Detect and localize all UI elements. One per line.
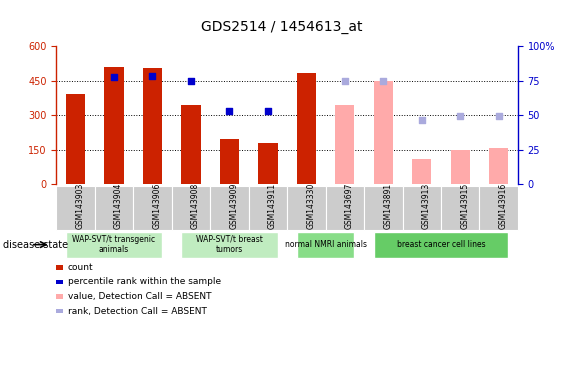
Text: breast cancer cell lines: breast cancer cell lines: [397, 240, 485, 249]
Text: GSM143904: GSM143904: [114, 182, 123, 229]
Text: GSM143330: GSM143330: [306, 182, 315, 229]
Bar: [297, 73, 316, 184]
Point: [494, 113, 503, 119]
Text: percentile rank within the sample: percentile rank within the sample: [68, 277, 221, 286]
Text: disease state: disease state: [3, 240, 68, 250]
Bar: [56, 309, 63, 313]
FancyBboxPatch shape: [441, 186, 480, 230]
Text: GSM143909: GSM143909: [230, 182, 238, 229]
FancyBboxPatch shape: [95, 186, 133, 230]
Bar: [66, 94, 85, 184]
Text: GSM143697: GSM143697: [345, 182, 354, 229]
Text: count: count: [68, 263, 93, 272]
FancyBboxPatch shape: [403, 186, 441, 230]
Bar: [56, 265, 63, 270]
Point: [455, 113, 464, 119]
Bar: [412, 159, 431, 184]
Point: [109, 74, 118, 80]
Bar: [258, 143, 278, 184]
Point: [379, 78, 388, 84]
Text: GSM143903: GSM143903: [75, 182, 84, 229]
FancyBboxPatch shape: [325, 186, 364, 230]
FancyBboxPatch shape: [374, 232, 508, 258]
Point: [417, 117, 426, 123]
FancyBboxPatch shape: [364, 186, 403, 230]
FancyBboxPatch shape: [66, 232, 162, 258]
Point: [340, 78, 349, 84]
Point: [148, 73, 157, 79]
Point: [186, 78, 195, 84]
FancyBboxPatch shape: [172, 186, 210, 230]
FancyBboxPatch shape: [181, 232, 278, 258]
Text: value, Detection Call = ABSENT: value, Detection Call = ABSENT: [68, 292, 211, 301]
Text: GSM143911: GSM143911: [268, 183, 277, 229]
FancyBboxPatch shape: [249, 186, 287, 230]
Text: rank, Detection Call = ABSENT: rank, Detection Call = ABSENT: [68, 306, 207, 316]
Text: GSM143908: GSM143908: [191, 183, 200, 229]
FancyBboxPatch shape: [297, 232, 355, 258]
Bar: [143, 68, 162, 184]
Bar: [489, 148, 508, 184]
Text: GSM143913: GSM143913: [422, 183, 431, 229]
Bar: [374, 81, 393, 184]
Bar: [104, 67, 124, 184]
Text: normal NMRI animals: normal NMRI animals: [285, 240, 367, 249]
FancyBboxPatch shape: [133, 186, 172, 230]
FancyBboxPatch shape: [287, 186, 325, 230]
Text: WAP-SVT/t breast
tumors: WAP-SVT/t breast tumors: [196, 235, 263, 254]
FancyBboxPatch shape: [210, 186, 249, 230]
Text: GSM143915: GSM143915: [461, 183, 469, 229]
Point: [225, 108, 234, 114]
Bar: [56, 280, 63, 284]
Bar: [335, 105, 355, 184]
Point: [263, 108, 272, 114]
Bar: [56, 294, 63, 299]
Bar: [450, 150, 470, 184]
Text: GSM143916: GSM143916: [499, 183, 508, 229]
Text: GSM143891: GSM143891: [383, 183, 392, 229]
FancyBboxPatch shape: [56, 186, 95, 230]
FancyBboxPatch shape: [480, 186, 518, 230]
Bar: [181, 105, 200, 184]
Text: GDS2514 / 1454613_at: GDS2514 / 1454613_at: [201, 20, 362, 34]
Text: GSM143906: GSM143906: [153, 182, 162, 229]
Bar: [220, 139, 239, 184]
Text: WAP-SVT/t transgenic
animals: WAP-SVT/t transgenic animals: [73, 235, 155, 254]
